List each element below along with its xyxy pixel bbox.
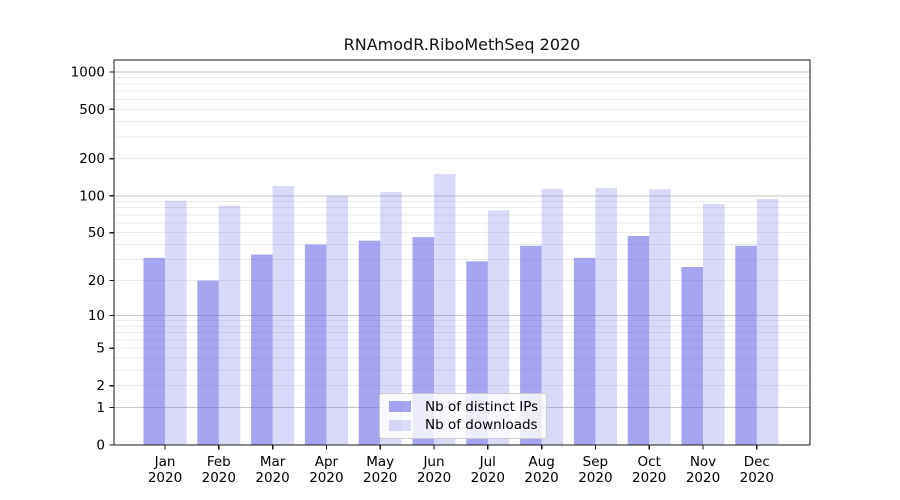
x-tick-label-month-aug: Aug (528, 454, 554, 470)
x-tick-label-year-dec: 2020 (740, 470, 774, 486)
legend: Nb of distinct IPs Nb of downloads (379, 393, 547, 439)
legend-swatch-distinct-ips (389, 401, 411, 413)
bar-downloads-jun (434, 174, 456, 445)
bar-downloads-sep (595, 187, 617, 446)
plot-border (113, 59, 811, 446)
y-tick-label-0: 0 (96, 438, 105, 454)
x-tick-label-month-sep: Sep (583, 454, 608, 470)
legend-label-downloads: Nb of downloads (425, 417, 538, 434)
x-tick-label-year-nov: 2020 (686, 470, 720, 486)
bar-ips-apr (304, 244, 327, 445)
bar-downloads-may (380, 192, 402, 445)
bar-downloads-aug (541, 188, 564, 445)
bar-downloads-feb (218, 205, 241, 445)
bar-downloads-apr (326, 195, 348, 445)
y-tick-label-1000: 1000 (71, 64, 105, 80)
y-tick-label-50: 50 (88, 225, 105, 241)
y-tick-label-10: 10 (88, 308, 105, 324)
y-tick-label-100: 100 (79, 188, 105, 204)
bar-ips-may (358, 240, 381, 445)
y-tick-label-1: 1 (96, 400, 105, 416)
x-tick-label-year-sep: 2020 (578, 470, 612, 486)
x-tick-label-month-jan: Jan (154, 454, 176, 470)
x-tick-label-year-aug: 2020 (524, 470, 558, 486)
y-tick-label-200: 200 (79, 151, 105, 167)
bar-downloads-nov (703, 203, 725, 445)
x-tick-label-year-mar: 2020 (255, 470, 289, 486)
bar-ips-oct (627, 235, 650, 445)
x-tick-label-year-may: 2020 (363, 470, 397, 486)
bar-downloads-jan (165, 200, 187, 445)
bar-downloads-mar (272, 186, 295, 445)
x-tick-label-month-jun: Jun (422, 454, 444, 470)
y-tick-label-2: 2 (96, 378, 105, 394)
legend-item-distinct-ips: Nb of distinct IPs (389, 398, 539, 415)
x-tick-label-month-dec: Dec (744, 454, 770, 470)
x-tick-label-month-jul: Jul (479, 454, 496, 470)
bar-downloads-jul (487, 210, 510, 445)
bar-ips-jan (143, 257, 165, 445)
bar-downloads-oct (649, 189, 671, 445)
x-tick-label-year-apr: 2020 (309, 470, 343, 486)
x-tick-label-year-feb: 2020 (202, 470, 236, 486)
legend-swatch-downloads (389, 419, 411, 431)
x-tick-label-month-nov: Nov (690, 454, 716, 470)
x-tick-label-month-apr: Apr (315, 454, 339, 470)
bar-downloads-dec (756, 199, 779, 445)
bar-ips-feb (197, 280, 219, 445)
x-tick-label-year-oct: 2020 (632, 470, 666, 486)
bar-ips-dec (735, 245, 757, 445)
bar-ips-sep (573, 257, 596, 445)
x-tick-label-month-mar: Mar (260, 454, 286, 470)
x-tick-label-year-jan: 2020 (148, 470, 182, 486)
x-tick-label-year-jul: 2020 (471, 470, 505, 486)
bar-ips-mar (251, 254, 273, 445)
x-tick-label-month-oct: Oct (638, 454, 661, 470)
chart-title: RNAmodR.RiboMethSeq 2020 (343, 35, 581, 54)
x-tick-label-month-feb: Feb (207, 454, 231, 470)
x-tick-label-year-jun: 2020 (417, 470, 451, 486)
y-tick-label-20: 20 (88, 273, 105, 289)
legend-label-distinct-ips: Nb of distinct IPs (425, 398, 539, 415)
y-tick-label-5: 5 (96, 341, 105, 357)
x-tick-label-month-may: May (366, 454, 394, 470)
legend-item-downloads: Nb of downloads (389, 417, 538, 434)
bar-ips-nov (681, 267, 703, 445)
y-tick-label-500: 500 (79, 102, 105, 118)
